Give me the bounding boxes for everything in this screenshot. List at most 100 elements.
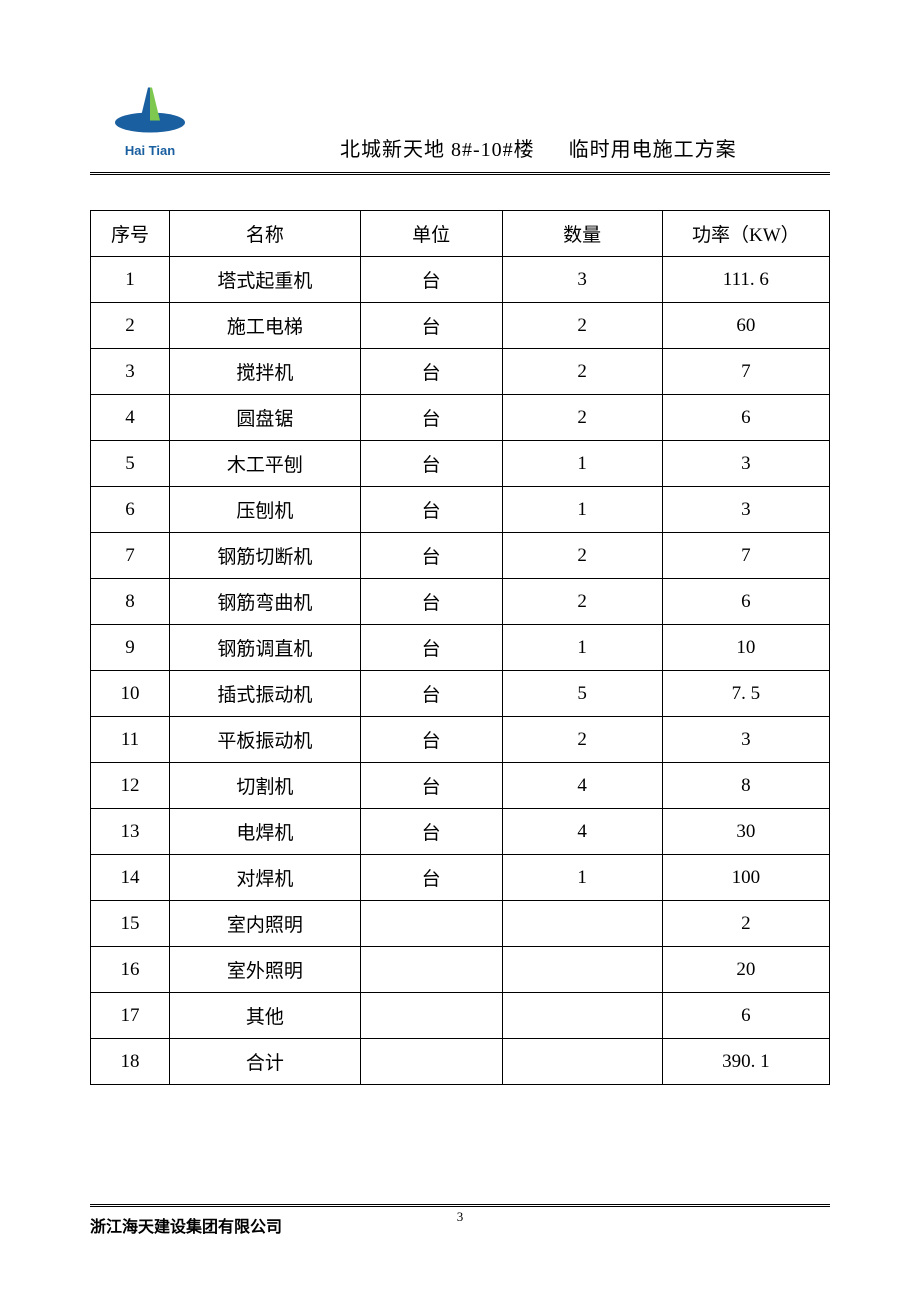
cell-power: 100	[662, 855, 829, 901]
cell-power: 7	[662, 349, 829, 395]
cell-idx: 15	[91, 901, 170, 947]
cell-power: 111. 6	[662, 257, 829, 303]
table-row: 4圆盘锯台26	[91, 395, 830, 441]
table-row: 7钢筋切断机台27	[91, 533, 830, 579]
table-row: 10插式振动机台57. 5	[91, 671, 830, 717]
cell-idx: 16	[91, 947, 170, 993]
cell-idx: 11	[91, 717, 170, 763]
cell-qty: 2	[502, 395, 662, 441]
cell-unit: 台	[360, 809, 502, 855]
cell-qty: 1	[502, 855, 662, 901]
cell-name: 搅拌机	[170, 349, 361, 395]
cell-name: 施工电梯	[170, 303, 361, 349]
cell-qty	[502, 1039, 662, 1085]
cell-unit: 台	[360, 625, 502, 671]
cell-power: 6	[662, 395, 829, 441]
cell-name: 钢筋调直机	[170, 625, 361, 671]
cell-name: 圆盘锯	[170, 395, 361, 441]
table-row: 5木工平刨台13	[91, 441, 830, 487]
table-header-row: 序号 名称 单位 数量 功率（KW）	[91, 211, 830, 257]
table-row: 16室外照明 20	[91, 947, 830, 993]
cell-name: 插式振动机	[170, 671, 361, 717]
cell-name: 对焊机	[170, 855, 361, 901]
cell-unit	[360, 901, 502, 947]
table-row: 18合计390. 1	[91, 1039, 830, 1085]
cell-power: 8	[662, 763, 829, 809]
cell-power: 3	[662, 717, 829, 763]
col-header-power: 功率（KW）	[662, 211, 829, 257]
cell-qty: 2	[502, 303, 662, 349]
cell-name: 平板振动机	[170, 717, 361, 763]
cell-qty: 1	[502, 441, 662, 487]
cell-idx: 14	[91, 855, 170, 901]
cell-power: 7	[662, 533, 829, 579]
cell-name: 钢筋切断机	[170, 533, 361, 579]
cell-qty: 4	[502, 809, 662, 855]
cell-name: 木工平刨	[170, 441, 361, 487]
table-row: 11平板振动机台23	[91, 717, 830, 763]
page-footer: 浙江海天建设集团有限公司 3	[90, 1204, 830, 1237]
cell-name: 切割机	[170, 763, 361, 809]
cell-idx: 9	[91, 625, 170, 671]
cell-idx: 4	[91, 395, 170, 441]
cell-idx: 6	[91, 487, 170, 533]
cell-power: 20	[662, 947, 829, 993]
col-header-quantity: 数量	[502, 211, 662, 257]
table-row: 15室内照明2	[91, 901, 830, 947]
table-row: 12切割机台48	[91, 763, 830, 809]
cell-qty	[502, 993, 662, 1039]
cell-name: 室外照明	[170, 947, 361, 993]
table-body: 1塔式起重机台3111. 62施工电梯台2603搅拌机台274圆盘锯台265木工…	[91, 257, 830, 1085]
document-page: Hai Tian 北城新天地 8#-10#楼 临时用电施工方案 序号 名称 单位…	[0, 0, 920, 1302]
cell-power: 390. 1	[662, 1039, 829, 1085]
cell-qty: 4	[502, 763, 662, 809]
cell-idx: 10	[91, 671, 170, 717]
cell-idx: 3	[91, 349, 170, 395]
company-logo: Hai Tian	[110, 80, 190, 158]
page-header: Hai Tian 北城新天地 8#-10#楼 临时用电施工方案	[90, 80, 830, 175]
cell-idx: 8	[91, 579, 170, 625]
cell-idx: 5	[91, 441, 170, 487]
table-row: 14对焊机台1100	[91, 855, 830, 901]
cell-power: 10	[662, 625, 829, 671]
cell-unit: 台	[360, 533, 502, 579]
table-row: 3搅拌机台27	[91, 349, 830, 395]
cell-qty: 3	[502, 257, 662, 303]
logo-icon	[110, 80, 190, 140]
cell-unit: 台	[360, 303, 502, 349]
cell-power: 60	[662, 303, 829, 349]
table-row: 8钢筋弯曲机台26	[91, 579, 830, 625]
table-row: 9钢筋调直机台110	[91, 625, 830, 671]
cell-name: 压刨机	[170, 487, 361, 533]
cell-unit: 台	[360, 349, 502, 395]
cell-qty: 2	[502, 349, 662, 395]
cell-unit: 台	[360, 855, 502, 901]
cell-qty	[502, 901, 662, 947]
cell-name: 室内照明	[170, 901, 361, 947]
equipment-table: 序号 名称 单位 数量 功率（KW） 1塔式起重机台3111. 62施工电梯台2…	[90, 210, 830, 1085]
cell-power: 3	[662, 441, 829, 487]
logo-text: Hai Tian	[110, 143, 190, 158]
cell-unit: 台	[360, 717, 502, 763]
cell-qty: 1	[502, 625, 662, 671]
content-area: 序号 名称 单位 数量 功率（KW） 1塔式起重机台3111. 62施工电梯台2…	[90, 210, 830, 1085]
footer-line: 浙江海天建设集团有限公司 3	[90, 1204, 830, 1237]
cell-name: 电焊机	[170, 809, 361, 855]
cell-name: 其他	[170, 993, 361, 1039]
document-title: 北城新天地 8#-10#楼 临时用电施工方案	[340, 133, 737, 162]
page-number: 3	[457, 1209, 464, 1225]
cell-idx: 13	[91, 809, 170, 855]
cell-power: 6	[662, 993, 829, 1039]
table-row: 17其他 6	[91, 993, 830, 1039]
footer-company-name: 浙江海天建设集团有限公司	[90, 1219, 282, 1236]
cell-qty: 2	[502, 717, 662, 763]
cell-unit: 台	[360, 671, 502, 717]
table-row: 13电焊机台430	[91, 809, 830, 855]
title-subject: 临时用电施工方案	[569, 133, 737, 162]
cell-name: 合计	[170, 1039, 361, 1085]
cell-qty	[502, 947, 662, 993]
cell-idx: 17	[91, 993, 170, 1039]
cell-power: 30	[662, 809, 829, 855]
cell-idx: 2	[91, 303, 170, 349]
table-row: 2施工电梯台260	[91, 303, 830, 349]
